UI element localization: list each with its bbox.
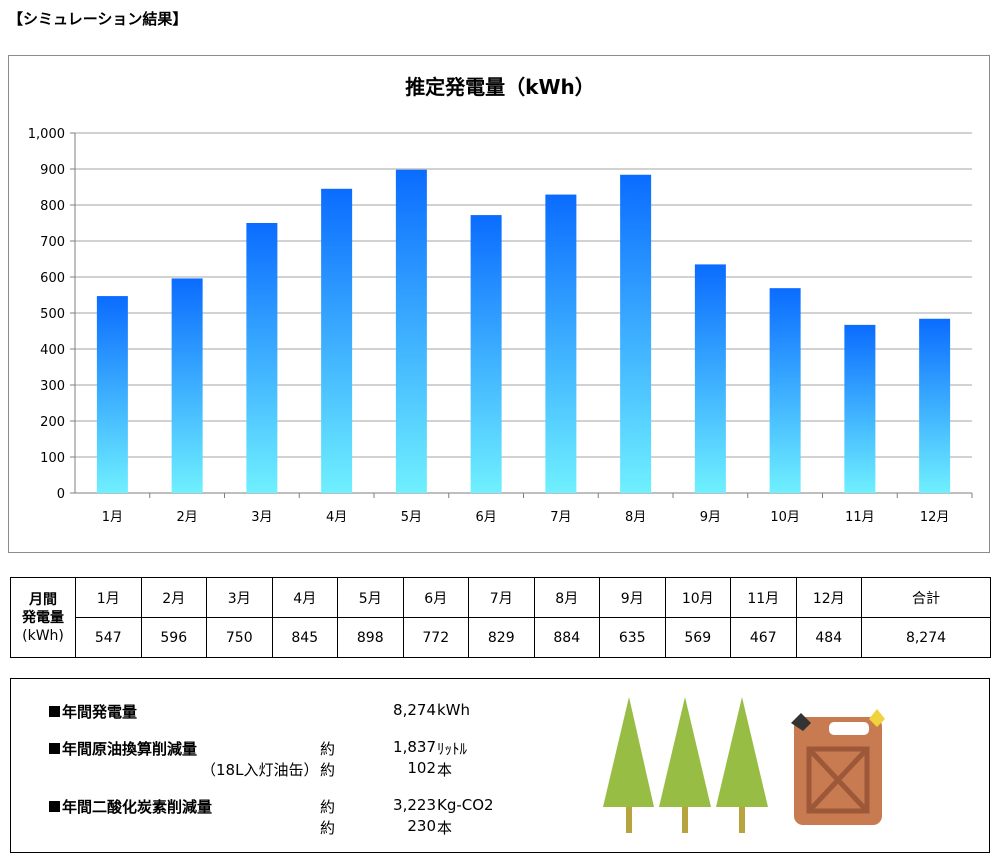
x-tick-label: 1月 [102,510,123,525]
x-tick-label: 3月 [251,510,272,525]
month-header: 3月 [206,577,273,618]
bar [470,215,502,493]
bar [96,296,128,493]
month-value: 547 [75,617,142,658]
approx-label: 約 [320,740,336,758]
month-header: 11月 [730,577,797,618]
table-row: 月間 発電量 (kWh) 1月 2月 3月 4月 5月 6月 7月 8月 9月 … [10,577,991,658]
x-tick-label: 5月 [401,510,422,525]
tree-icon [659,697,711,833]
y-tick-label: 400 [40,343,65,358]
bar [769,288,801,493]
table-row-header: 月間 発電量 (kWh) [10,577,76,658]
trees-unit: 本 [437,819,453,837]
row-header-line2: 発電量 [22,609,64,626]
y-tick-label: 300 [40,379,65,394]
bar [620,174,652,493]
page-heading: 【シミュレーション結果】 [8,10,188,28]
month-value: 845 [271,617,338,658]
oil-can-unit: 本 [437,761,453,779]
month-header: 7月 [468,577,535,618]
x-tick-label: 6月 [475,510,496,525]
month-value: 884 [533,617,600,658]
x-tick-label: 12月 [920,510,950,525]
bar [171,278,203,493]
y-tick-label: 500 [40,307,65,322]
y-tick-label: 800 [40,199,65,214]
month-header: 8月 [533,577,600,618]
illustration [603,697,885,833]
bar [395,169,427,493]
month-header: 4月 [271,577,338,618]
bullet-square-icon [49,743,60,754]
y-tick-label: 700 [40,235,65,250]
month-value: 829 [468,617,535,658]
y-tick-label: 200 [40,415,65,430]
bar-chart: 推定発電量（kWh） 0 100 200 300 400 500 600 700 800 900 1… [28,75,973,525]
bar [545,194,577,493]
row-header-line1: 月間 [29,591,57,608]
chart-frame: 推定発電量（kWh） 0 100 200 300 400 500 600 700 800 900 1… [8,55,990,553]
month-header: 9月 [599,577,666,618]
x-tick-label: 9月 [700,510,721,525]
x-tick-label: 11月 [845,510,875,525]
trees-value: 230 [407,817,436,835]
x-tick-label: 4月 [326,510,347,525]
oil-can-value: 102 [407,759,436,777]
x-tick-label: 7月 [550,510,571,525]
bullet-square-icon [49,706,60,717]
chart-title: 推定発電量（kWh） [405,75,595,99]
month-value: 898 [337,617,404,658]
crude-oil-unit: ﾘｯﾄﾙ [437,740,468,758]
annual-generation-value: 8,274 [393,701,436,719]
annual-generation-unit: kWh [437,701,471,719]
month-value: 569 [664,617,731,658]
total-header: 合計 [861,577,991,618]
month-header: 12月 [795,577,862,618]
month-value: 750 [206,617,273,658]
co2-value: 3,223 [393,796,436,814]
approx-label: 約 [320,819,336,837]
fuel-can-icon [791,709,885,825]
bar [321,188,353,494]
oil-can-label: （18L入灯油缶） [201,761,319,779]
x-tick-label: 8月 [625,510,646,525]
y-tick-label: 100 [40,451,65,466]
approx-label: 約 [320,798,336,816]
row-header-unit: (kWh) [22,627,64,644]
y-tick-label: 0 [57,487,65,502]
month-header: 10月 [664,577,731,618]
month-value: 484 [795,617,862,658]
month-value: 635 [599,617,666,658]
month-value: 467 [730,617,797,658]
month-value: 772 [402,617,469,658]
bar [844,324,876,493]
tree-icon [603,697,654,833]
crude-oil-label: 年間原油換算削減量 [62,740,198,758]
bar [246,223,278,493]
x-tick-label: 10月 [770,510,800,525]
monthly-generation-table: 月間 発電量 (kWh) 1月 2月 3月 4月 5月 6月 7月 8月 9月 … [10,577,991,658]
bullet-square-icon [49,801,60,812]
crude-oil-value: 1,837 [393,738,436,756]
y-tick-label: 900 [40,163,65,178]
tree-icon [716,697,768,833]
summary-box: 年間発電量 8,274 kWh 年間原油換算削減量 約 1,837 ﾘｯﾄﾙ （… [10,678,990,853]
month-header: 1月 [75,577,142,618]
month-header: 2月 [140,577,207,618]
co2-unit: Kg-CO2 [437,796,494,814]
approx-label: 約 [320,761,336,779]
y-tick-label: 600 [40,271,65,286]
co2-label: 年間二酸化炭素削減量 [62,798,213,816]
month-header: 5月 [337,577,404,618]
table-row: 547 596 750 845 898 772 829 884 635 569 … [11,617,991,658]
month-value: 596 [140,617,207,658]
x-tick-label: 2月 [176,510,197,525]
annual-generation-label: 年間発電量 [62,703,138,721]
month-header: 6月 [402,577,469,618]
total-value: 8,274 [861,617,991,658]
bar [694,264,726,493]
y-tick-label: 1,000 [28,127,65,142]
bar [919,318,951,493]
